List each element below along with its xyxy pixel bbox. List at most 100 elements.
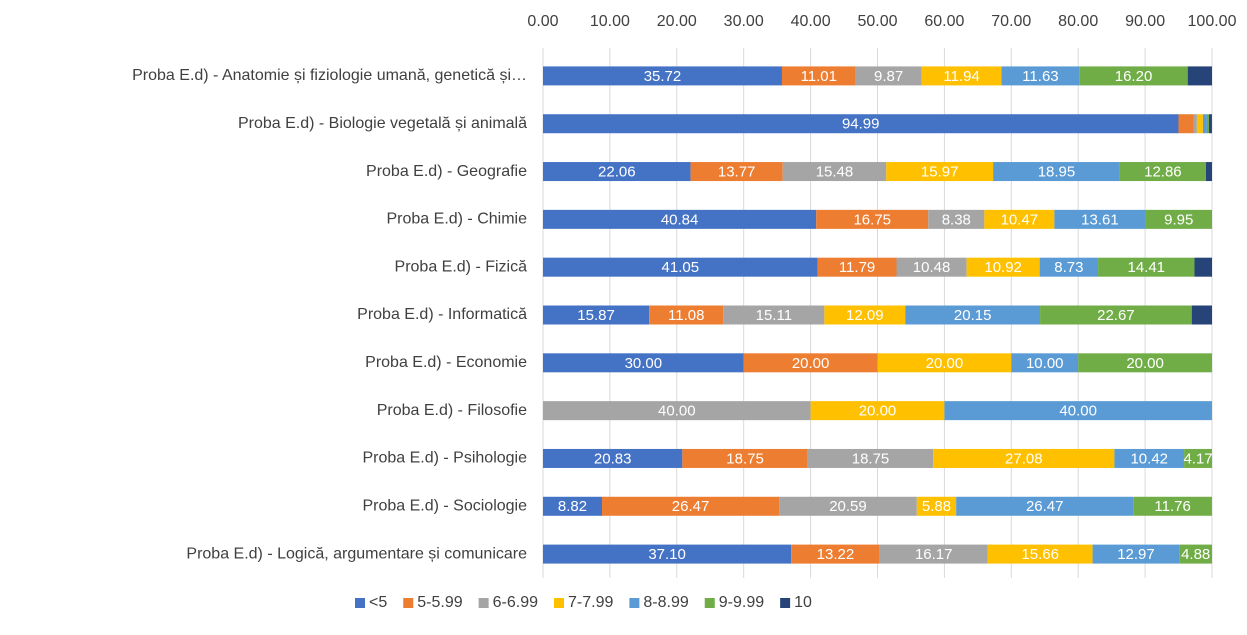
value-label: 13.77 <box>718 164 756 181</box>
legend-swatch <box>704 598 715 608</box>
bar-segment <box>928 209 985 229</box>
x-tick-label: 30.00 <box>724 13 764 30</box>
bar-segment <box>1178 114 1194 134</box>
legend-swatch <box>780 598 791 608</box>
bar-segment <box>543 257 818 277</box>
bar-segment <box>1179 544 1212 564</box>
value-label: 10.47 <box>1001 211 1039 228</box>
value-label: 11.94 <box>943 68 979 85</box>
bar-segment <box>543 162 691 182</box>
value-label: 8.82 <box>558 498 587 515</box>
bar-segment <box>682 448 808 468</box>
bar-segment <box>896 257 967 277</box>
value-label: 18.75 <box>726 450 764 467</box>
bar-segment <box>879 544 988 564</box>
value-label: 15.48 <box>816 164 854 181</box>
bar-segment <box>543 66 782 86</box>
bar-segment <box>781 66 856 86</box>
value-label: 4.17 <box>1183 450 1212 467</box>
value-label: 30.00 <box>625 355 663 372</box>
bar-segment <box>1114 448 1185 468</box>
value-label: 20.15 <box>954 307 992 324</box>
value-label: 8.73 <box>1054 259 1083 276</box>
bar-segment <box>944 401 1212 421</box>
bar-segment <box>1196 114 1203 134</box>
x-tick-label: 10.00 <box>590 13 630 30</box>
bar-segment <box>824 305 906 325</box>
value-label: 20.00 <box>926 355 964 372</box>
x-tick-label: 70.00 <box>991 13 1031 30</box>
value-label: 20.59 <box>829 498 867 515</box>
value-label: 10.48 <box>913 259 951 276</box>
bar-segment <box>543 401 811 421</box>
category-label: Proba E.d) - Filosofie <box>377 402 527 419</box>
value-label: 40.00 <box>1059 403 1097 420</box>
bar-segment <box>984 209 1055 229</box>
category-label: Proba E.d) - Logică, argumentare și comu… <box>186 545 527 562</box>
bar-segment <box>905 305 1041 325</box>
value-label: 12.09 <box>846 307 884 324</box>
value-label: 18.95 <box>1038 164 1076 181</box>
legend-swatch <box>403 598 414 608</box>
value-label: 18.75 <box>852 450 890 467</box>
x-tick-label: 40.00 <box>791 13 831 30</box>
category-label: Proba E.d) - Informatică <box>357 306 527 323</box>
category-label: Proba E.d) - Economie <box>365 354 527 371</box>
bar-segment <box>921 66 1002 86</box>
bar-segment <box>1001 66 1080 86</box>
legend-label: 10 <box>794 594 812 611</box>
bar-segment <box>1205 162 1212 182</box>
legend-swatch <box>554 598 564 608</box>
bar-segment <box>1039 257 1099 277</box>
value-label: 11.63 <box>1022 68 1058 85</box>
bar-segment <box>807 448 934 468</box>
value-label: 10.92 <box>984 259 1022 276</box>
bar-segment <box>1187 66 1212 86</box>
value-label: 20.00 <box>859 403 897 420</box>
category-label: Proba E.d) - Biologie vegetală și animal… <box>238 115 527 132</box>
value-label: 15.11 <box>756 307 792 324</box>
value-label: 12.86 <box>1144 164 1182 181</box>
value-label: 15.97 <box>921 164 959 181</box>
legend-swatch <box>478 598 489 608</box>
value-label: 8.38 <box>942 211 971 228</box>
x-tick-label: 90.00 <box>1125 13 1165 30</box>
value-label: 40.00 <box>658 403 696 420</box>
value-label: 15.66 <box>1021 546 1059 563</box>
value-label: 37.10 <box>648 546 686 563</box>
category-label: Proba E.d) - Anatomie și fiziologie uman… <box>132 67 527 84</box>
bar-segment <box>743 353 878 373</box>
value-label: 22.06 <box>598 164 636 181</box>
bar-segment <box>1079 66 1188 86</box>
x-tick-label: 100.00 <box>1188 13 1237 30</box>
value-label: 40.84 <box>661 211 699 228</box>
value-label: 9.95 <box>1164 211 1193 228</box>
x-tick-label: 20.00 <box>657 13 697 30</box>
bar-segment <box>855 66 922 86</box>
bar-segment <box>543 544 792 564</box>
x-tick-label: 50.00 <box>857 13 897 30</box>
bar-segment <box>543 353 744 373</box>
bar-segment <box>723 305 825 325</box>
bar-segment <box>1078 353 1212 373</box>
bar-segment <box>690 162 783 182</box>
bar-segment <box>1098 257 1195 277</box>
legend-label: <5 <box>369 594 387 611</box>
value-label: 20.00 <box>792 355 830 372</box>
bar-segment <box>791 544 880 564</box>
bar-segment <box>543 209 817 229</box>
value-label: 14.41 <box>1127 259 1165 276</box>
bar-segment <box>1011 353 1079 373</box>
value-label: 26.47 <box>672 498 710 515</box>
value-label: 11.08 <box>668 307 704 324</box>
category-label: Proba E.d) - Fizică <box>395 258 528 275</box>
value-label: 9.87 <box>874 68 903 85</box>
legend-label: 9-9.99 <box>719 594 764 611</box>
legend-label: 5-5.99 <box>417 594 462 611</box>
value-label: 94.99 <box>842 116 880 133</box>
bar-segment <box>816 209 929 229</box>
bar-segment <box>1040 305 1192 325</box>
value-label: 27.08 <box>1005 450 1043 467</box>
bar-segment <box>916 496 957 516</box>
bar-segment <box>1208 114 1212 134</box>
